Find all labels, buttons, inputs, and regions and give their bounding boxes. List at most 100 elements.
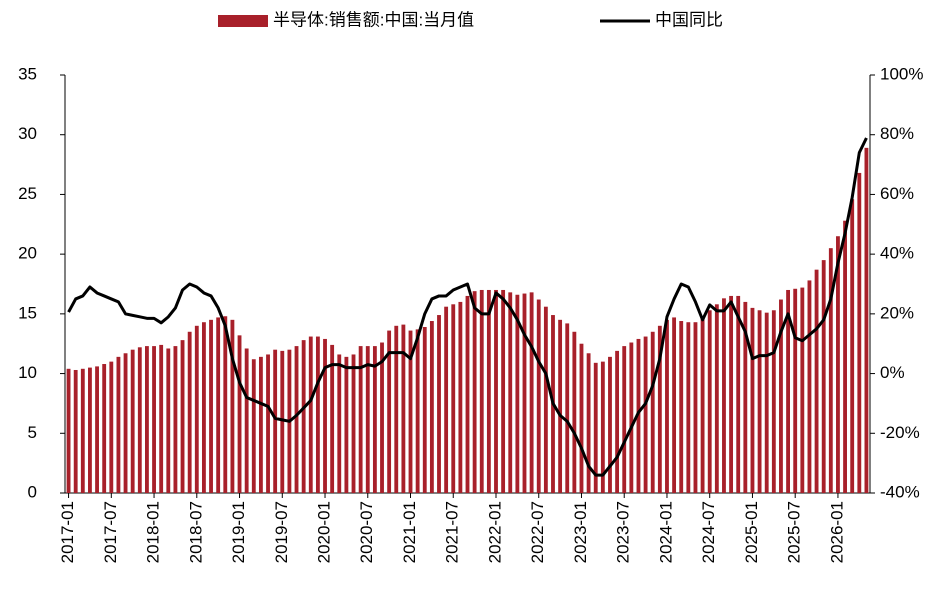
bar xyxy=(508,292,513,493)
bar xyxy=(536,299,541,493)
y-tick-label: 15 xyxy=(18,303,37,322)
y2-tick-label: 40% xyxy=(880,244,914,263)
bar xyxy=(437,315,441,493)
bar xyxy=(579,343,584,493)
bar xyxy=(258,356,263,493)
x-tick-label: 2018-01 xyxy=(144,501,163,563)
bar xyxy=(729,295,734,493)
bar xyxy=(330,344,335,493)
x-tick-label: 2023-07 xyxy=(614,501,633,563)
line xyxy=(67,137,868,477)
bar xyxy=(358,346,363,493)
bar xyxy=(864,147,869,493)
bar xyxy=(273,349,278,493)
bar xyxy=(173,346,178,493)
bar xyxy=(486,289,491,493)
x-tick-label: 2022-01 xyxy=(485,501,504,563)
x-tick-label: 2017-07 xyxy=(101,501,120,563)
bar xyxy=(344,356,349,493)
bar xyxy=(444,306,449,493)
y2-tick-label: 100% xyxy=(880,64,923,83)
bar xyxy=(707,310,712,493)
x-tick-label: 2024-01 xyxy=(656,501,675,563)
bar xyxy=(479,289,484,493)
bar xyxy=(807,280,812,493)
bar xyxy=(216,317,221,493)
y-tick-label: 5 xyxy=(28,423,37,442)
bar xyxy=(593,362,598,493)
bar xyxy=(66,368,71,493)
bar xyxy=(843,220,847,493)
y2-tick-label: 80% xyxy=(880,124,914,143)
bar xyxy=(130,349,135,493)
bar xyxy=(465,295,470,493)
bar xyxy=(814,269,819,493)
bar xyxy=(821,260,826,493)
bar xyxy=(80,368,85,493)
bar xyxy=(857,172,862,493)
bar xyxy=(850,199,855,493)
bar xyxy=(665,319,669,493)
bar xyxy=(529,292,534,493)
bar xyxy=(800,287,805,493)
y-tick-label: 20 xyxy=(18,244,37,263)
bar xyxy=(137,347,142,493)
bar xyxy=(237,335,242,493)
x-tick-label: 2023-01 xyxy=(571,501,590,563)
legend-label: 中国同比 xyxy=(655,10,723,29)
bar xyxy=(836,236,840,493)
x-tick-label: 2019-07 xyxy=(272,501,291,563)
bar xyxy=(315,336,320,493)
bar xyxy=(387,330,392,493)
bar xyxy=(429,321,434,493)
bar xyxy=(522,293,527,493)
bar xyxy=(116,356,121,493)
bar xyxy=(451,304,456,493)
x-tick-label: 2024-07 xyxy=(699,501,718,563)
bar xyxy=(415,329,420,493)
bar xyxy=(180,340,185,493)
bar xyxy=(209,319,213,493)
bar xyxy=(714,304,719,493)
bar xyxy=(223,316,228,493)
x-tick-label: 2021-01 xyxy=(400,501,419,563)
bar xyxy=(636,338,641,493)
bar xyxy=(679,321,684,493)
bar xyxy=(600,361,605,493)
bar xyxy=(380,342,384,493)
bar xyxy=(337,354,342,493)
bar xyxy=(572,331,577,493)
bar xyxy=(650,331,655,493)
bar xyxy=(351,354,356,493)
x-tick-label: 2017-01 xyxy=(58,501,77,563)
bar xyxy=(615,350,620,493)
bar xyxy=(565,323,570,493)
bar xyxy=(102,364,107,493)
bar xyxy=(757,310,762,493)
bar xyxy=(686,322,691,493)
bar xyxy=(394,325,399,493)
y-tick-label: 10 xyxy=(18,363,37,382)
bar xyxy=(643,336,648,493)
x-tick-label: 2018-07 xyxy=(186,501,205,563)
bar xyxy=(123,353,128,493)
bar xyxy=(700,318,705,493)
bar xyxy=(95,366,99,493)
bar xyxy=(494,289,498,493)
bar xyxy=(301,340,306,493)
bar xyxy=(722,298,726,493)
y2-tick-label: 0% xyxy=(880,363,905,382)
x-tick-label: 2019-01 xyxy=(229,501,248,563)
bar xyxy=(201,322,206,493)
bar xyxy=(828,248,833,493)
bar xyxy=(109,361,114,493)
bar xyxy=(166,348,171,493)
bar xyxy=(779,299,783,493)
bar xyxy=(372,346,377,493)
bar xyxy=(145,346,149,493)
bar xyxy=(672,317,677,493)
bar xyxy=(501,289,506,493)
y2-tick-label: 20% xyxy=(880,303,914,322)
bar xyxy=(515,294,520,493)
